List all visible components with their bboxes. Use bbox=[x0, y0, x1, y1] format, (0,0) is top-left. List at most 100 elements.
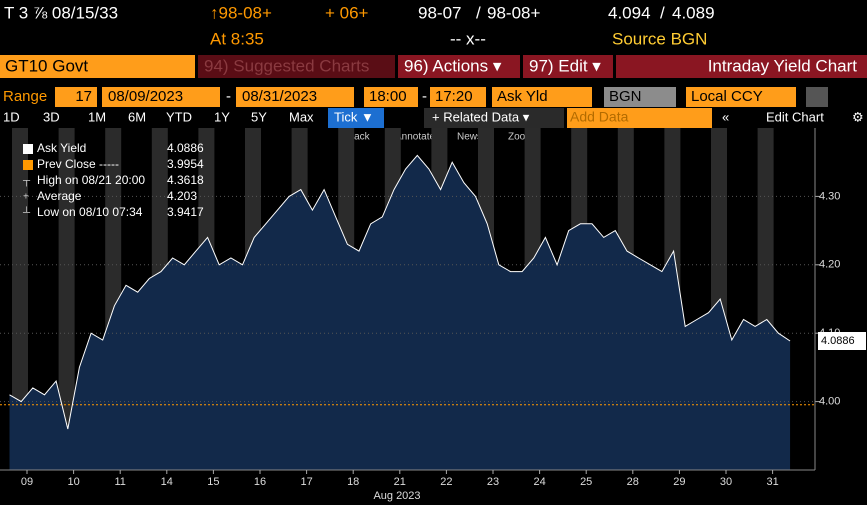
add-data[interactable]: Add Data bbox=[570, 109, 629, 125]
add-box[interactable] bbox=[567, 108, 712, 128]
period[interactable]: 1D bbox=[3, 109, 20, 124]
actions[interactable]: 96) Actions ▾ bbox=[404, 56, 502, 75]
from-box[interactable] bbox=[364, 87, 418, 107]
currency[interactable]: Local CCY bbox=[691, 88, 763, 105]
legend-swatch bbox=[23, 160, 33, 170]
x-tick-label: 17 bbox=[300, 476, 312, 488]
price-sep: / bbox=[476, 3, 481, 22]
actions-btn[interactable] bbox=[398, 55, 520, 78]
legend-value: 4.3618 bbox=[167, 173, 204, 187]
end-box[interactable] bbox=[236, 87, 354, 107]
related-btn[interactable] bbox=[424, 108, 564, 128]
to-box[interactable] bbox=[430, 87, 486, 107]
legend-value: 3.9954 bbox=[167, 157, 204, 171]
chart-tool[interactable]: Annotate bbox=[395, 132, 435, 143]
period[interactable]: Max bbox=[289, 109, 314, 124]
tick[interactable]: Tick ▼ bbox=[334, 109, 374, 124]
field-box[interactable] bbox=[492, 87, 592, 107]
settings[interactable]: ⚙ bbox=[852, 109, 864, 124]
legend-label: Ask Yield bbox=[37, 141, 86, 155]
legend-icon: + bbox=[23, 192, 29, 203]
x-tick-label: 18 bbox=[347, 476, 359, 488]
x-tick-label: 31 bbox=[766, 476, 778, 488]
range-label: Range bbox=[3, 88, 47, 105]
x-tick-label: 30 bbox=[720, 476, 732, 488]
x-axis-title: Aug 2023 bbox=[373, 490, 420, 502]
x-tick-label: 29 bbox=[673, 476, 685, 488]
to-time[interactable]: 17:20 bbox=[435, 88, 473, 105]
x-tick-label: 11 bbox=[114, 476, 125, 488]
start[interactable]: 08/09/2023 bbox=[108, 88, 183, 105]
chart-tool[interactable]: Track bbox=[345, 132, 371, 143]
x-tick-label: 22 bbox=[440, 476, 452, 488]
from-time[interactable]: 18:00 bbox=[369, 88, 407, 105]
start-box[interactable] bbox=[102, 87, 220, 107]
field[interactable]: Ask Yld bbox=[497, 88, 548, 105]
x-tick-label: 16 bbox=[254, 476, 266, 488]
days[interactable]: 17 bbox=[75, 88, 92, 105]
ask-price: 98-08+ bbox=[487, 3, 540, 22]
collapse[interactable]: « bbox=[722, 109, 729, 124]
ticker-box[interactable] bbox=[0, 55, 195, 78]
yield-line bbox=[9, 154, 791, 430]
ticker[interactable]: GT10 Govt bbox=[5, 56, 88, 75]
view-bar bbox=[616, 55, 867, 78]
related[interactable]: + Related Data ▾ bbox=[432, 109, 530, 124]
y-tick-label: 4.20 bbox=[819, 259, 840, 271]
edit-chart[interactable]: Edit Chart bbox=[766, 109, 824, 124]
days-box[interactable] bbox=[55, 87, 97, 107]
size: -- x-- bbox=[450, 29, 486, 48]
period[interactable]: 6M bbox=[128, 109, 146, 124]
period[interactable]: YTD bbox=[166, 109, 192, 124]
end[interactable]: 08/31/2023 bbox=[242, 88, 317, 105]
area bbox=[9, 155, 791, 470]
change: + 06+ bbox=[325, 3, 369, 22]
suggested[interactable]: 94) Suggested Charts bbox=[204, 56, 369, 75]
legend-label: Average bbox=[37, 189, 82, 203]
legend-icon: ┬ bbox=[22, 176, 31, 187]
view: Intraday Yield Chart bbox=[708, 56, 858, 75]
legend-value: 4.203 bbox=[167, 189, 197, 203]
range-source[interactable]: BGN bbox=[609, 88, 642, 105]
source: Source BGN bbox=[612, 29, 707, 48]
chart-tool[interactable]: News bbox=[457, 132, 482, 143]
edit-btn[interactable] bbox=[523, 55, 613, 78]
x-tick-label: 21 bbox=[394, 476, 406, 488]
period[interactable]: 1M bbox=[88, 109, 106, 124]
edit[interactable]: 97) Edit ▾ bbox=[529, 56, 601, 75]
period[interactable]: 3D bbox=[43, 109, 60, 124]
legend-label: Prev Close ----- bbox=[37, 157, 119, 171]
legend-label: High on 08/21 20:00 bbox=[37, 173, 145, 187]
change-arrow: ↑98-08+ bbox=[210, 3, 272, 22]
bid-price: 98-07 bbox=[418, 3, 461, 22]
x-tick-label: 24 bbox=[533, 476, 545, 488]
x-tick-label: 10 bbox=[67, 476, 79, 488]
period[interactable]: 5Y bbox=[251, 109, 267, 124]
last-value: 4.0886 bbox=[821, 335, 855, 347]
y-tick-label: 4.00 bbox=[819, 396, 840, 408]
last-value-box bbox=[818, 331, 866, 350]
period[interactable]: 1Y bbox=[214, 109, 230, 124]
ccy-box[interactable] bbox=[686, 87, 796, 107]
x-tick-label: 25 bbox=[580, 476, 592, 488]
suggested-btn[interactable] bbox=[198, 55, 395, 78]
legend-icon: ┴ bbox=[22, 206, 31, 219]
tick-btn[interactable] bbox=[328, 108, 384, 128]
ask-yield: 4.089 bbox=[672, 3, 715, 22]
bid-yield: 4.094 bbox=[608, 3, 651, 22]
source-box[interactable] bbox=[604, 87, 676, 107]
chart-tool[interactable]: Zoom bbox=[508, 132, 534, 143]
security: T 3 ⅞ 08/15/33 bbox=[4, 3, 118, 22]
legend-swatch bbox=[23, 144, 33, 154]
dash: - bbox=[422, 88, 427, 105]
dash: - bbox=[226, 88, 231, 105]
x-tick-label: 28 bbox=[627, 476, 639, 488]
yield-sep: / bbox=[660, 3, 665, 22]
overnight-band bbox=[12, 128, 28, 470]
overnight-band bbox=[58, 128, 75, 470]
time: At 8:35 bbox=[210, 29, 264, 48]
x-tick-label: 09 bbox=[21, 476, 33, 488]
menu-icon[interactable] bbox=[806, 87, 828, 107]
x-tick-label: 14 bbox=[161, 476, 173, 488]
